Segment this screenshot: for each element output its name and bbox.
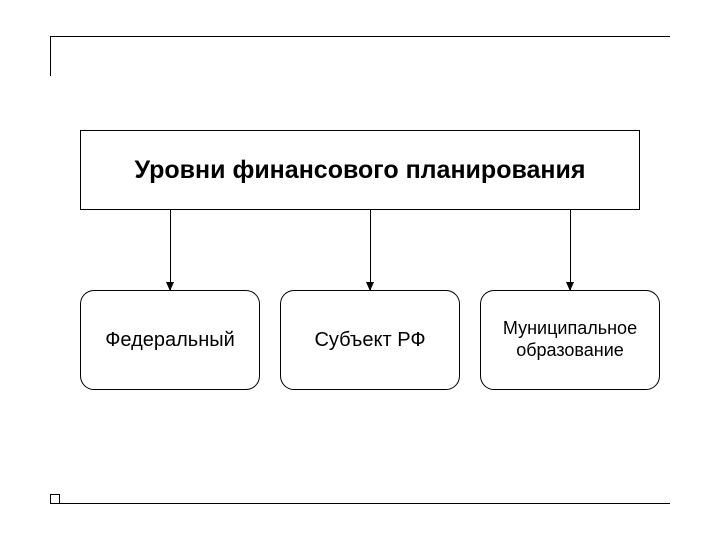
arrow-to-child-2 [370,210,371,290]
child-label: Субъект РФ [314,328,425,352]
arrow-to-child-3 [570,210,571,290]
title-box: Уровни финансового планирования [80,130,640,210]
child-label: Муниципальное образование [481,318,659,361]
arrow-to-child-1 [170,210,171,290]
frame-top-line [50,36,670,37]
child-box-subject-rf: Субъект РФ [280,290,460,390]
child-box-municipal: Муниципальное образование [480,290,660,390]
child-label: Федеральный [105,328,235,352]
frame-corner-marker [50,494,60,504]
frame-left-stub [50,36,51,76]
child-box-federal: Федеральный [80,290,260,390]
frame-bottom-line [50,503,670,504]
diagram-title: Уровни финансового планирования [135,156,586,185]
